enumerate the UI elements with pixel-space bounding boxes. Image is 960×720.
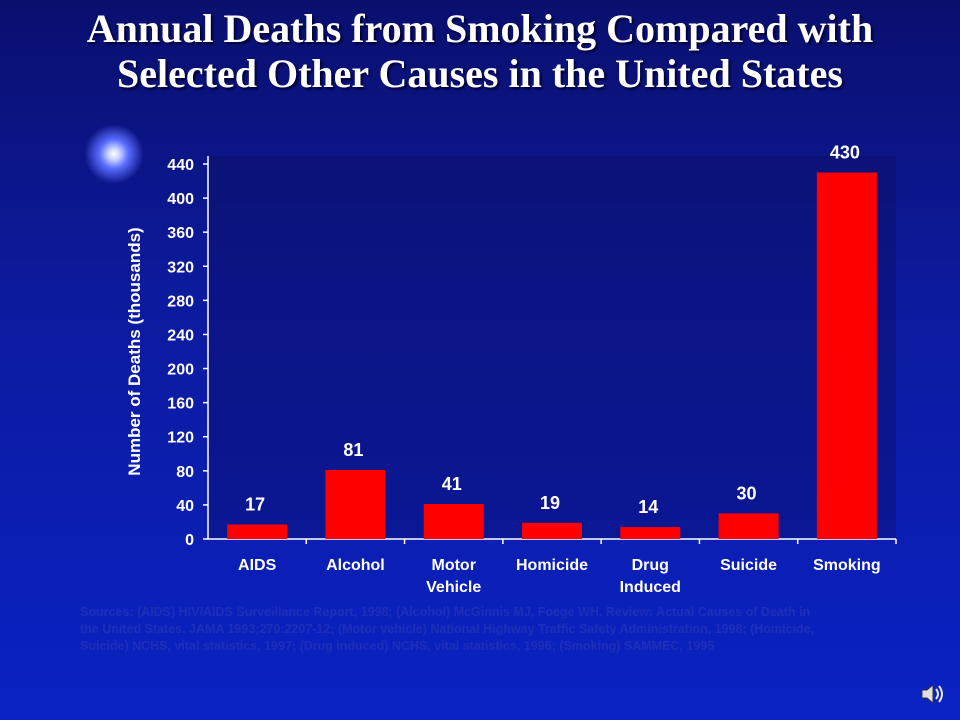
page-title: Annual Deaths from Smoking Compared with… <box>86 6 874 96</box>
x-tick-label: Vehicle <box>426 579 481 596</box>
data-label: 14 <box>638 497 658 517</box>
x-tick-label: AIDS <box>238 557 277 574</box>
y-tick-label: 320 <box>167 259 194 276</box>
y-tick-label: 40 <box>176 498 194 515</box>
x-tick-label: Drug <box>632 557 669 574</box>
y-tick-label: 160 <box>167 396 194 413</box>
x-tick-label: Homicide <box>516 557 588 574</box>
y-tick-label: 360 <box>167 225 194 242</box>
bar <box>816 172 877 540</box>
y-axis-label: Number of Deaths (thousands) <box>125 227 144 475</box>
plot-area <box>208 156 896 539</box>
x-tick-label: Suicide <box>720 557 777 574</box>
light-glow-icon <box>84 124 144 184</box>
x-tick-label: Alcohol <box>326 557 385 574</box>
y-tick-label: 80 <box>176 464 194 481</box>
y-tick-label: 200 <box>167 362 194 379</box>
data-label: 430 <box>830 143 860 163</box>
y-tick-label: 400 <box>167 191 194 208</box>
bar <box>423 504 484 539</box>
y-tick-label: 240 <box>167 327 194 344</box>
data-label: 41 <box>442 474 462 494</box>
bar <box>227 524 288 539</box>
y-tick-label: 120 <box>167 430 194 447</box>
bar <box>718 513 779 539</box>
y-tick-label: 280 <box>167 293 194 310</box>
x-tick-label: Motor <box>431 557 475 574</box>
y-tick-label: 440 <box>167 157 194 174</box>
speaker-icon[interactable] <box>918 680 946 708</box>
x-tick-label: Induced <box>620 579 681 596</box>
bar <box>620 527 681 539</box>
data-label: 81 <box>343 440 363 460</box>
bar <box>522 522 582 539</box>
source-citation: Sources: (AIDS) HIV/AIDS Surveillance Re… <box>80 605 814 653</box>
data-label: 17 <box>245 495 265 515</box>
x-tick-label: Smoking <box>813 557 881 574</box>
data-label: 30 <box>737 483 757 503</box>
y-tick-label: 0 <box>185 532 194 549</box>
data-label: 19 <box>540 493 560 513</box>
bar <box>325 469 386 539</box>
